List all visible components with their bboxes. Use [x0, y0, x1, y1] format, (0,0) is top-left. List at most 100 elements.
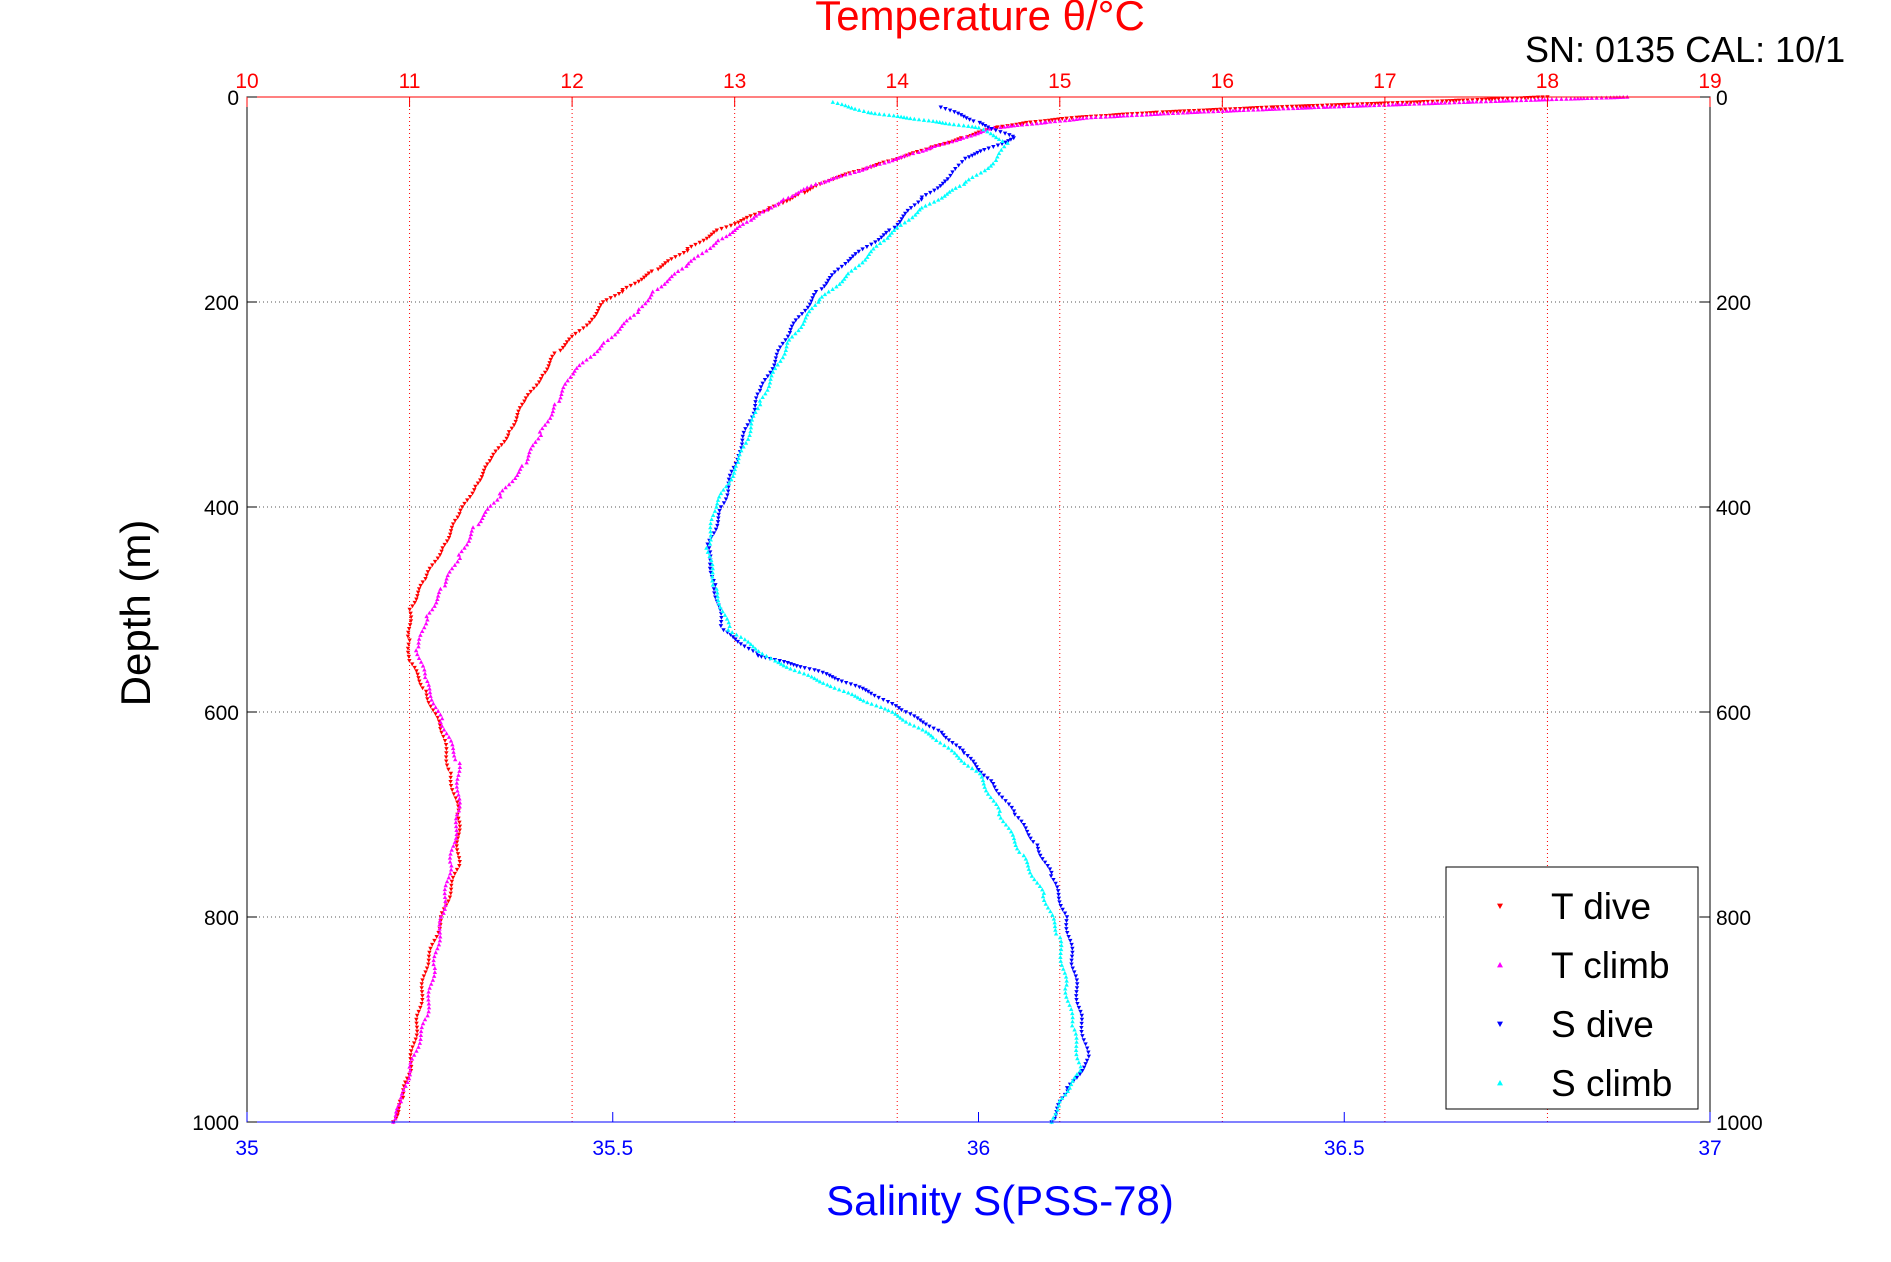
data-point: [934, 119, 939, 124]
data-point: [966, 155, 972, 160]
data-point: [454, 848, 460, 853]
data-point: [439, 730, 444, 735]
data-point: [452, 562, 458, 567]
data-point: [710, 570, 715, 575]
data-point: [1019, 122, 1025, 127]
data-point: [513, 419, 518, 424]
data-point: [1000, 124, 1005, 129]
data-point: [727, 232, 732, 237]
data-point: [1003, 140, 1008, 145]
data-point: [483, 465, 488, 470]
data-point: [499, 443, 504, 448]
data-point: [419, 1001, 424, 1006]
data-point: [923, 729, 929, 734]
data-point: [1429, 101, 1434, 106]
data-point: [1042, 120, 1047, 125]
data-point: [1038, 853, 1043, 858]
data-point: [937, 120, 942, 125]
data-point: [784, 199, 790, 204]
data-point: [849, 105, 854, 110]
data-point: [420, 1021, 426, 1026]
data-point: [1045, 863, 1050, 868]
data-point: [396, 1102, 401, 1107]
data-point: [1079, 1025, 1084, 1030]
data-point: [514, 416, 519, 421]
data-point: [1165, 111, 1171, 116]
data-point: [667, 276, 672, 281]
data-point: [713, 595, 718, 600]
data-point: [407, 638, 412, 643]
temperature-tick-label: 15: [1048, 70, 1071, 93]
data-point: [399, 1091, 405, 1096]
data-point: [846, 690, 851, 695]
data-point: [985, 129, 990, 134]
data-point: [435, 946, 440, 951]
data-point: [481, 468, 487, 473]
data-point: [930, 735, 936, 740]
data-point: [1185, 110, 1190, 115]
data-point: [1327, 104, 1333, 109]
data-point: [538, 377, 544, 382]
data-point: [1029, 121, 1035, 126]
temperature-tick-label: 18: [1536, 70, 1559, 93]
data-point: [480, 471, 486, 476]
data-point: [868, 691, 874, 696]
data-point: [1015, 122, 1020, 127]
data-point: [710, 574, 715, 579]
data-point: [729, 630, 735, 635]
data-point: [475, 481, 481, 486]
data-point: [425, 570, 431, 575]
data-point: [959, 160, 965, 165]
data-point: [595, 309, 601, 313]
data-point: [710, 578, 715, 583]
data-point: [416, 1044, 421, 1049]
data-point: [793, 318, 799, 323]
data-point: [515, 473, 520, 477]
data-point: [450, 746, 456, 751]
data-point: [744, 215, 750, 220]
data-point: [1064, 982, 1069, 987]
data-point: [1080, 116, 1085, 121]
data-point: [967, 117, 972, 122]
data-point: [938, 105, 944, 110]
data-point: [784, 344, 789, 349]
data-point: [455, 776, 460, 781]
data-point: [455, 788, 460, 793]
data-point: [807, 302, 813, 307]
data-point: [695, 253, 701, 258]
data-point: [398, 1095, 404, 1100]
legend-marker: [1497, 1080, 1503, 1086]
data-point: [770, 367, 775, 372]
data-point: [418, 1005, 423, 1010]
data-point: [407, 623, 413, 628]
data-point: [886, 159, 891, 164]
data-point: [1148, 112, 1153, 117]
data-point: [1399, 102, 1404, 107]
data-point: [831, 176, 836, 180]
data-point: [410, 1045, 415, 1050]
data-point: [809, 306, 815, 311]
data-point: [569, 334, 575, 339]
data-point: [759, 654, 764, 659]
data-point: [454, 780, 460, 785]
data-point: [1503, 98, 1508, 103]
data-point: [530, 443, 536, 448]
data-point: [416, 655, 422, 660]
data-point: [1302, 105, 1308, 110]
data-point: [796, 190, 801, 195]
data-point: [802, 666, 807, 671]
data-point: [1052, 119, 1058, 124]
data-point: [1489, 97, 1495, 102]
data-point: [454, 832, 459, 836]
data-point: [574, 365, 579, 370]
data-point: [406, 654, 412, 659]
data-point: [938, 740, 943, 745]
data-point: [923, 193, 929, 198]
data-point: [906, 152, 911, 157]
data-point: [827, 673, 832, 678]
data-point: [467, 494, 473, 499]
data-point: [704, 236, 710, 241]
data-point: [718, 624, 724, 629]
data-point: [957, 746, 962, 751]
depth-tick-label-right: 1000: [1716, 1112, 1763, 1135]
